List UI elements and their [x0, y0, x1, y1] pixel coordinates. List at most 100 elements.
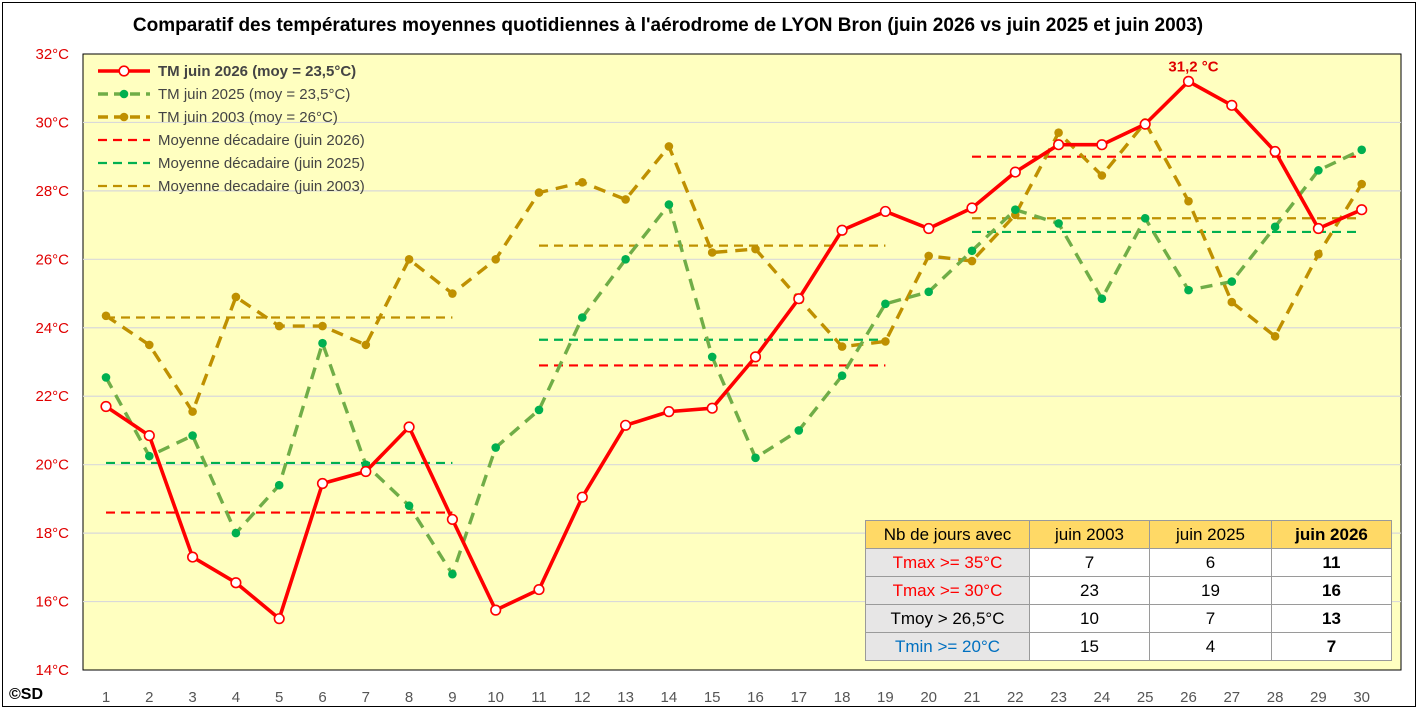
series-1-point-24 [1097, 294, 1107, 303]
series-lines [100, 75, 1368, 625]
x-tick-label-7: 7 [362, 689, 370, 706]
series-2-point-1 [101, 311, 111, 321]
series-2-point-19 [881, 337, 890, 346]
legend-marker-2 [119, 112, 129, 122]
legend: TM juin 2026 (moy = 23,5°C) TM juin 2025 … [98, 63, 365, 195]
series-0-point-10 [490, 604, 502, 616]
series-1-point-11 [534, 405, 544, 415]
x-tick-label-21: 21 [964, 689, 981, 706]
legend-label-5: Moyenne decadaire (juin 2003) [158, 178, 365, 195]
series-0-point-21 [966, 202, 978, 214]
series-2-point-6 [318, 321, 327, 331]
series-1-point-16 [751, 453, 760, 463]
series-2-point-24 [1097, 171, 1107, 180]
series-2-point-16 [751, 244, 760, 254]
series-2-point-29 [1314, 249, 1323, 259]
series-1-point-29 [1314, 166, 1323, 175]
series-0-point-9 [446, 513, 459, 526]
stats-cell-2003: 10 [1029, 604, 1150, 633]
x-tick-label-14: 14 [661, 689, 678, 706]
x-tick-label-27: 27 [1223, 689, 1240, 706]
series-2-point-27 [1227, 297, 1237, 307]
series-2-point-12 [578, 178, 587, 187]
series-1-point-27 [1227, 277, 1237, 286]
gridlines [83, 121, 1401, 603]
series-1-point-3 [188, 431, 197, 440]
series-0-point-16 [749, 351, 762, 363]
x-tick-label-19: 19 [877, 689, 894, 706]
x-tick-label-8: 8 [405, 689, 413, 706]
stats-row-label: Tmoy > 26,5°C [865, 604, 1030, 633]
series-1-point-18 [837, 371, 847, 380]
series-2-point-7 [361, 340, 371, 350]
x-tick-label-5: 5 [275, 689, 283, 706]
x-tick-label-17: 17 [790, 689, 807, 706]
x-tick-label-23: 23 [1050, 689, 1067, 706]
series-1-point-12 [578, 313, 587, 322]
stats-header-label: Nb de jours avec [865, 520, 1030, 549]
series-0-point-15 [706, 402, 718, 414]
series-1-point-9 [448, 569, 457, 579]
series-1-point-26 [1184, 285, 1193, 295]
x-tick-label-16: 16 [747, 689, 764, 706]
x-tick-label-30: 30 [1353, 689, 1370, 706]
x-tick-label-18: 18 [834, 689, 851, 706]
stats-row-label: Tmax >= 35°C [865, 548, 1030, 577]
stats-table-row: Tmoy > 26,5°C 10 7 13 [865, 604, 1392, 633]
stats-table-row: Tmin >= 20°C 15 4 7 [865, 632, 1392, 661]
x-tick-label-1: 1 [102, 689, 110, 706]
series-2-point-11 [534, 188, 544, 197]
series-2-point-26 [1184, 196, 1193, 206]
series-1-point-21 [967, 246, 977, 256]
series-1-point-20 [924, 287, 933, 297]
series-1-point-28 [1270, 222, 1280, 232]
x-tick-label-22: 22 [1007, 689, 1024, 706]
stats-cell-2003: 15 [1029, 632, 1150, 661]
series-1-point-22 [1011, 205, 1020, 215]
x-tick-label-6: 6 [318, 689, 326, 706]
series-0-point-3 [187, 551, 199, 563]
x-axis-ticks: 1 2 3 4 5 6 7 8 9 10 11 12 13 14 15 16 17 18 19 20 21 22 23 24 2… [102, 689, 1370, 706]
series-1-point-23 [1054, 219, 1063, 228]
x-tick-label-26: 26 [1180, 689, 1197, 706]
legend-label-4: Moyenne décadaire (juin 2025) [158, 155, 365, 172]
series-2-point-2 [145, 340, 154, 350]
series-0-point-26 [1182, 75, 1195, 87]
x-tick-label-9: 9 [448, 689, 456, 706]
stats-table-row: Tmax >= 35°C 7 6 11 [865, 548, 1392, 577]
series-0-point-7 [360, 465, 372, 478]
series-2-point-15 [707, 248, 717, 257]
y-tick-label-20: 20°C [35, 457, 69, 474]
stats-cell-2025: 4 [1149, 632, 1272, 661]
legend-label-1: TM juin 2025 (moy = 23,5°C) [158, 86, 350, 103]
stats-cell-2003: 7 [1029, 548, 1150, 577]
stats-table: Nb de jours avec juin 2003 juin 2025 jui… [865, 520, 1392, 661]
legend-label-0: TM juin 2026 (moy = 23,5°C) [158, 63, 356, 80]
stats-cell-2003: 23 [1029, 576, 1150, 605]
legend-label-3: Moyenne décadaire (juin 2026) [158, 132, 365, 149]
series-0-point-20 [923, 222, 935, 235]
stats-row-label: Tmin >= 20°C [865, 632, 1030, 661]
series-0-point-19 [879, 205, 892, 218]
y-tick-label-18: 18°C [35, 525, 69, 542]
series-1-point-19 [881, 299, 890, 309]
series-1-point-2 [145, 451, 154, 461]
series-1-point-1 [101, 373, 111, 382]
series-0-point-25 [1139, 118, 1151, 130]
series-2-point-13 [621, 195, 630, 204]
y-tick-label-22: 22°C [35, 388, 69, 405]
series-0-point-23 [1052, 139, 1065, 151]
annotation-0: 31,2 °C [1168, 58, 1218, 75]
y-tick-label-24: 24°C [35, 320, 69, 337]
series-2-point-23 [1054, 128, 1063, 138]
stats-cell-2026: 7 [1271, 632, 1392, 661]
series-0-point-2 [143, 429, 155, 442]
x-tick-label-3: 3 [188, 689, 196, 706]
y-tick-label-28: 28°C [35, 183, 69, 200]
series-2-point-20 [924, 251, 933, 261]
stats-cell-2026: 16 [1271, 576, 1392, 605]
x-tick-label-29: 29 [1310, 689, 1327, 706]
series-0-point-14 [663, 406, 675, 418]
series-0-point-5 [273, 613, 285, 625]
series-0-point-29 [1312, 222, 1324, 235]
